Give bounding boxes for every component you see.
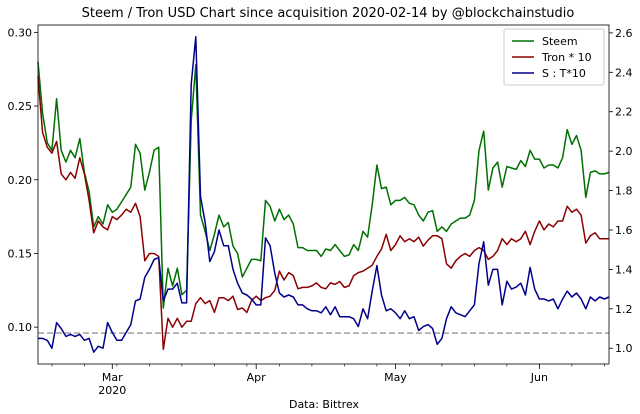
x-tick-label: Apr bbox=[247, 371, 267, 384]
legend-label: Steem bbox=[542, 35, 578, 48]
x-axis-label: Data: Bittrex bbox=[289, 398, 360, 411]
y-left-tick-label: 0.25 bbox=[8, 100, 33, 113]
y-right-tick-label: 1.6 bbox=[615, 224, 633, 237]
y-right-tick-label: 2.2 bbox=[615, 106, 633, 119]
legend-box bbox=[503, 28, 605, 86]
y-left-tick-label: 0.20 bbox=[8, 174, 33, 187]
y-right-tick-label: 2.0 bbox=[615, 145, 633, 158]
y-right-tick-label: 1.8 bbox=[615, 185, 633, 198]
y-left-tick-label: 0.30 bbox=[8, 26, 33, 39]
x-tick-label: Jun bbox=[530, 371, 548, 384]
chart-series-layer bbox=[37, 36, 610, 353]
y-right-tick-label: 1.4 bbox=[615, 263, 633, 276]
legend-label: S : T*10 bbox=[542, 67, 586, 80]
x-tick-label: Mar bbox=[102, 371, 123, 384]
series-line-s-t-10 bbox=[38, 36, 610, 353]
y-right-tick-label: 1.0 bbox=[615, 342, 633, 355]
y-right-tick-label: 2.4 bbox=[615, 66, 633, 79]
series-line-tron-10 bbox=[37, 76, 609, 351]
legend: Steem Tron * 10 S : T*10 bbox=[503, 28, 605, 86]
x-tick-sublabel: 2020 bbox=[98, 384, 126, 397]
plot-frame bbox=[37, 24, 610, 365]
series-line-steem bbox=[37, 61, 610, 309]
y-left-tick-label: 0.10 bbox=[8, 321, 33, 334]
y-right-tick-label: 2.6 bbox=[615, 27, 633, 40]
legend-label: Tron * 10 bbox=[541, 51, 592, 64]
y-right-tick-label: 1.2 bbox=[615, 303, 633, 316]
x-tick-label: May bbox=[384, 371, 407, 384]
y-left-tick-label: 0.15 bbox=[8, 247, 33, 260]
chart-title: Steem / Tron USD Chart since acquisition… bbox=[82, 6, 575, 21]
chart-axes-layer: 0.10 0.15 0.20 0.25 0.30 1.0 1.2 1.4 1.6 1.8 2.0 2.… bbox=[8, 26, 633, 397]
